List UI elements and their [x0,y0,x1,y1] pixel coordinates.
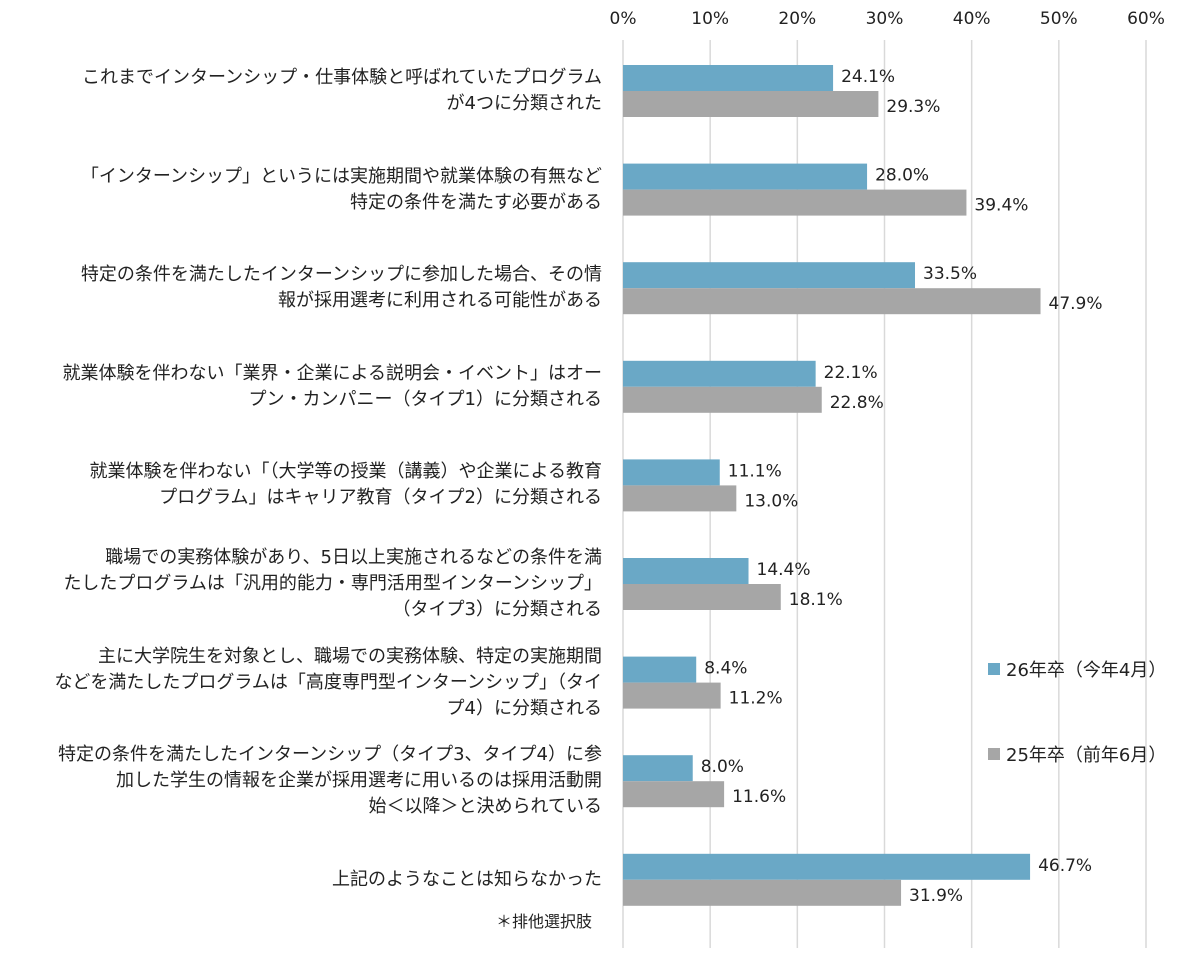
category-label-6: 主に大学院生を対象とし、職場での実務体験、特定の実施期間などを満たしたプログラム… [32,644,602,722]
category-label-4: 就業体験を伴わない「（大学等の授業（講義）や企業による教育プログラム」はキャリア… [32,459,602,511]
value-label-25-5: 18.1% [789,590,843,610]
value-label-26-0: 24.1% [841,67,895,87]
bar-25-2 [623,288,1041,315]
bar-26-2 [623,262,916,289]
legend-label-26: 26年卒（今年4月） [1006,660,1167,681]
bars [623,65,1041,906]
bar-26-1 [623,163,868,190]
category-label-line: 主に大学院生を対象とし、職場での実務体験、特定の実施期間 [98,645,602,667]
value-label-26-7: 8.0% [701,757,744,777]
tick-label-4: 40% [953,9,991,29]
bar-26-4 [623,459,720,486]
category-label-5: 職場での実務体験があり、5日以上実施されるなどの条件を満たしたプログラムは「汎用… [32,545,602,623]
legend-item-26: 26年卒（今年4月） [988,656,1166,682]
category-label-8: 上記のようなことは知らなかった [32,867,602,893]
value-label-25-8: 31.9% [909,886,963,906]
bar-25-0 [623,91,879,117]
legend-swatch-25 [988,748,1000,760]
bar-25-4 [623,485,737,512]
category-label-1: 「インターンシップ」というには実施期間や就業体験の有無など特定の条件を満たす必要… [32,164,602,216]
value-label-25-4: 13.0% [744,491,798,511]
value-label-26-8: 46.7% [1038,856,1092,876]
value-labels: 24.1% 29.3% 28.0% 39.4% 33.5% 47.9% 22.1% 22.8%… [701,67,1103,906]
value-label-25-2: 47.9% [1049,294,1103,314]
category-label-line: が4つに分類された [446,93,602,114]
value-label-25-1: 39.4% [974,196,1028,216]
category-label-0: これまでインターンシップ・仕事体験と呼ばれていたプログラムが4つに分類された [32,65,602,117]
category-label-line: 就業体験を伴わない「業界・企業による説明会・イベント」はオー [62,362,602,384]
bar-26-6 [623,656,697,683]
value-label-25-0: 29.3% [886,97,940,117]
value-label-26-3: 22.1% [824,363,878,383]
value-label-25-7: 11.6% [732,787,786,807]
bar-26-5 [623,558,749,584]
value-label-25-6: 11.2% [729,689,783,709]
bar-26-8 [623,853,1031,880]
tick-label-5: 50% [1040,9,1078,29]
legend-swatch-26 [988,663,1000,675]
category-label-line: 特定の条件を満たす必要がある [350,191,602,213]
category-label-3: 就業体験を伴わない「業界・企業による説明会・イベント」はオープン・カンパニー（タ… [32,361,602,413]
exclusive-choice-note: ＊排他選択肢 [496,912,593,931]
bar-25-7 [623,781,725,808]
bar-25-6 [623,682,721,709]
category-label-line: プン・カンパニー（タイプ1）に分類される [248,388,602,410]
tick-label-6: 60% [1127,9,1165,29]
category-label-line: プ4）に分類される [446,697,602,719]
bar-26-3 [623,360,816,387]
category-label-line: 就業体験を伴わない「（大学等の授業（講義）や企業による教育 [89,461,602,483]
tick-label-2: 20% [778,9,816,29]
x-axis-ticks: 0% 10% 20% 30% 40% 50% 60% [610,9,1165,29]
category-label-line: プログラム」はキャリア教育（タイプ2）に分類される [159,487,602,509]
bar-25-5 [623,584,781,610]
bar-25-1 [623,189,967,216]
legend-label-25: 25年卒（前年6月） [1006,745,1167,766]
category-label-line: 特定の条件を満たしたインターンシップ（タイプ3、タイプ4）に参 [57,744,602,766]
category-label-line: 始＜以降＞と決められている [368,796,602,818]
bar-25-3 [623,386,822,413]
value-label-26-5: 14.4% [757,560,811,580]
category-label-line: 加した学生の情報を企業が採用選考に用いるのは採用活動開 [116,770,602,792]
value-label-26-4: 11.1% [728,461,782,481]
category-label-line: たしたプログラムは「汎用的能力・専門活用型インターンシップ」 [63,573,602,594]
bar-26-7 [623,755,693,782]
category-label-7: 特定の条件を満たしたインターンシップ（タイプ3、タイプ4）に参加した学生の情報を… [32,742,602,820]
tick-label-0: 0% [610,9,637,29]
category-label-2: 特定の条件を満たしたインターンシップに参加した場合、その情報が採用選考に利用され… [32,262,602,314]
tick-label-3: 30% [866,9,904,29]
bar-25-8 [623,879,902,906]
category-label-line: これまでインターンシップ・仕事体験と呼ばれていたプログラム [81,67,602,88]
category-label-line: 「インターンシップ」というには実施期間や就業体験の有無など [80,165,602,187]
value-label-26-2: 33.5% [923,264,977,284]
bar-26-0 [623,65,834,91]
category-label-line: 職場での実務体験があり、5日以上実施されるなどの条件を満 [105,547,602,568]
value-label-26-6: 8.4% [704,659,747,679]
category-label-line: 報が採用選考に利用される可能性がある [278,290,602,312]
legend-item-25: 25年卒（前年6月） [988,741,1166,767]
category-label-line: などを満たしたプログラムは「高度専門型インターンシップ」（タイ [54,671,602,693]
category-label-line: 上記のようなことは知らなかった [332,868,602,890]
category-label-line: （タイプ3）に分類される [392,599,602,620]
value-label-26-1: 28.0% [875,166,929,186]
category-label-line: 特定の条件を満たしたインターンシップに参加した場合、その情 [80,264,602,286]
tick-label-1: 10% [691,9,729,29]
value-label-25-3: 22.8% [830,393,884,413]
